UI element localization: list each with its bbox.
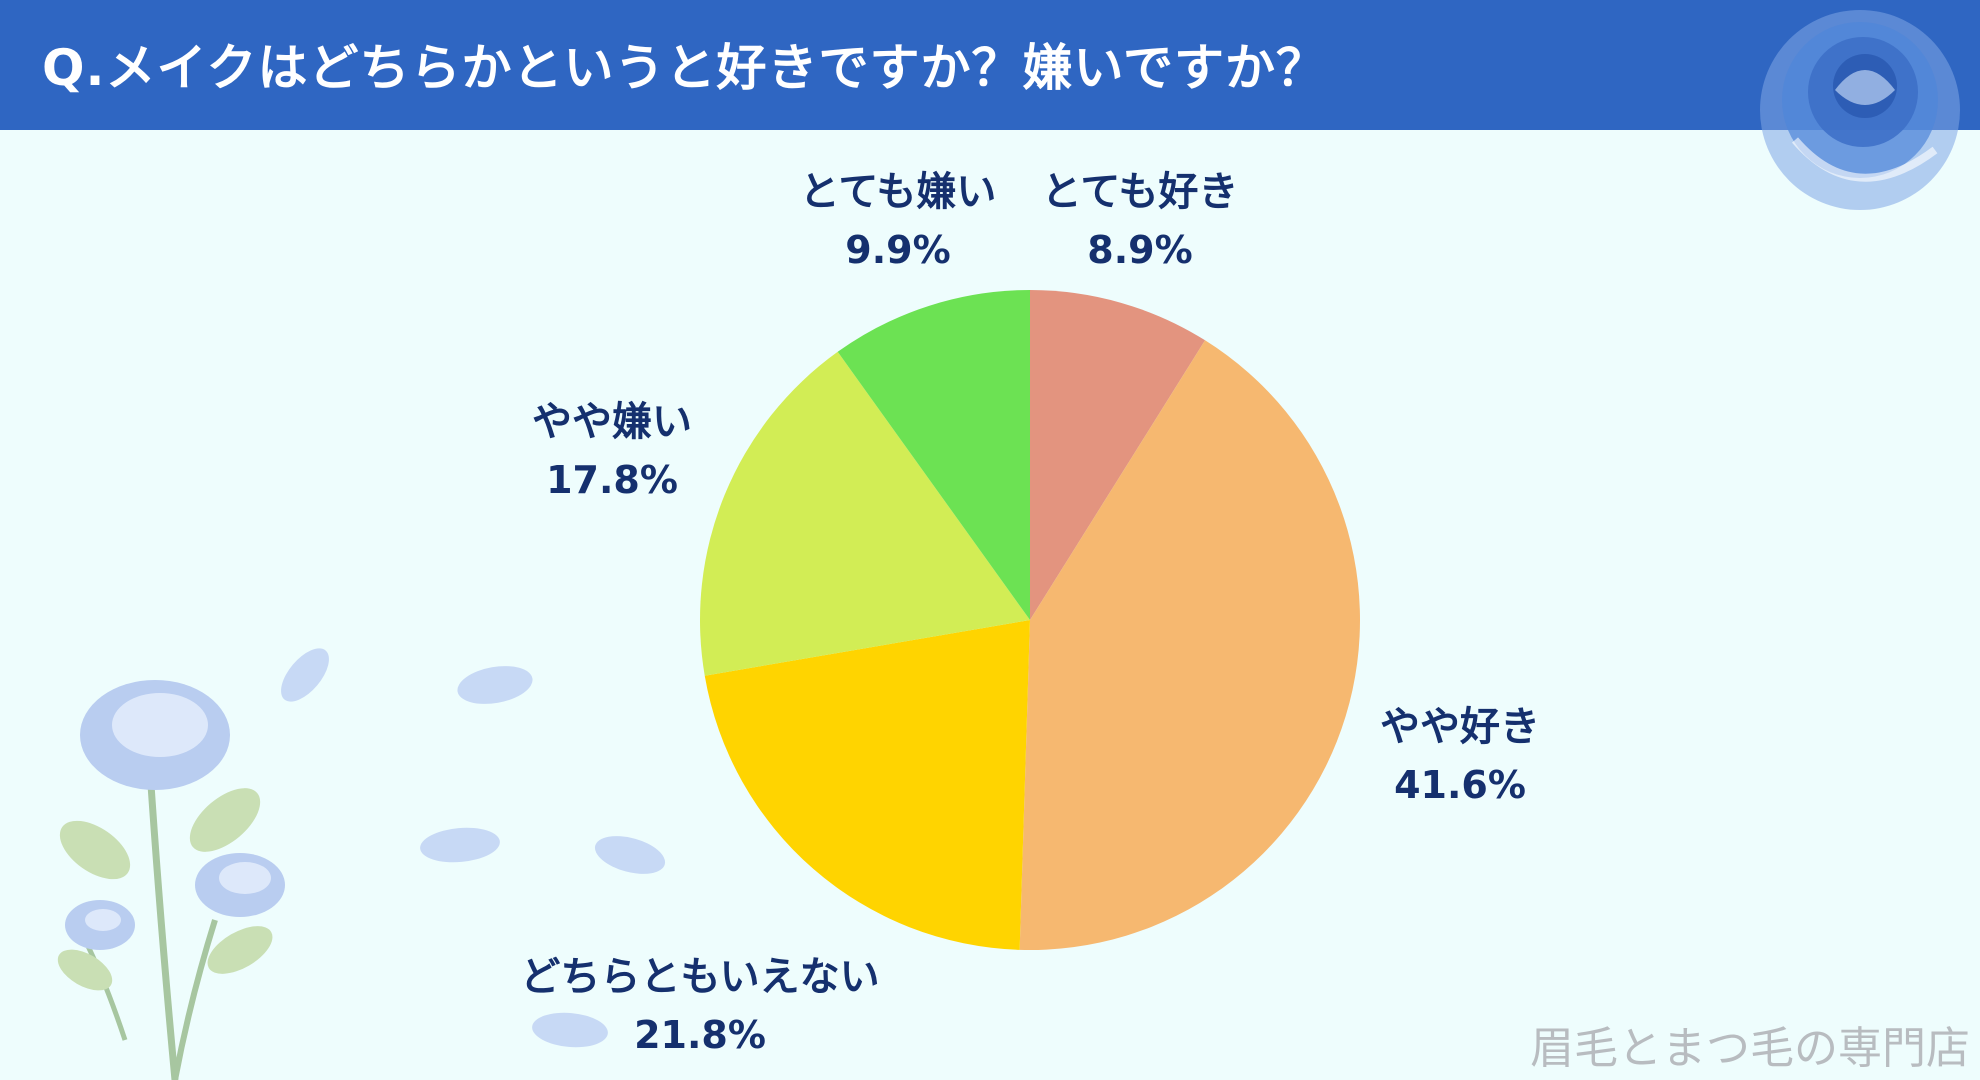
slice-label: とても好き [1042,169,1239,215]
slice-value-label: 41.6% [1394,763,1526,807]
rose-decoration-top-right [1760,10,1960,210]
petals-decoration [281,648,666,1048]
pie-slice [1030,290,1206,620]
slice-value-label: 21.8% [634,1013,766,1057]
slice-value-label: 9.9% [845,228,950,272]
page-title: Q.メイクはどちらかというと好きですか？嫌いですか？ [42,39,1327,97]
pie-slice [704,620,1030,950]
slice-value-label: 8.9% [1087,228,1192,272]
brand-watermark: 眉毛とまつ毛の専門店 [1530,1023,1970,1074]
slice-label: どちらともいえない [520,954,879,1000]
slice-label: とても嫌い [800,169,997,215]
rose-decoration-bottom-left [57,680,285,1080]
slice-label: やや嫌い [532,399,692,445]
slice-label: やや好き [1380,704,1540,750]
pie-slice [700,351,1030,676]
slice-value-label: 17.8% [546,458,678,502]
pie-slice [837,290,1030,620]
pie-slice [1019,340,1360,951]
title-banner [0,0,1980,130]
